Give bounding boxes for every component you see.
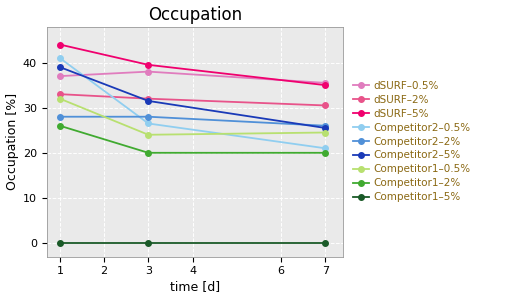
dSURF–0.5%: [145, 70, 152, 73]
Line: Competitor2–5%: Competitor2–5%: [57, 64, 328, 131]
Competitor2–0.5%: [145, 122, 152, 125]
Competitor2–0.5%: [322, 147, 328, 150]
Competitor2–0.5%: [57, 56, 63, 60]
X-axis label: time [d]: time [d]: [170, 280, 220, 293]
dSURF–2%: [57, 92, 63, 96]
Competitor2–2%: [145, 115, 152, 118]
Competitor1–0.5%: [322, 131, 328, 134]
Competitor2–2%: [322, 124, 328, 128]
Competitor1–2%: [57, 124, 63, 128]
Competitor1–2%: [322, 151, 328, 155]
Line: Competitor2–0.5%: Competitor2–0.5%: [57, 55, 328, 151]
Competitor2–5%: [57, 65, 63, 69]
Competitor1–2%: [145, 151, 152, 155]
Competitor1–5%: [322, 241, 328, 245]
Competitor1–5%: [57, 241, 63, 245]
dSURF–2%: [322, 104, 328, 107]
Legend: dSURF–0.5%, dSURF–2%, dSURF–5%, Competitor2–0.5%, Competitor2–2%, Competitor2–5%: dSURF–0.5%, dSURF–2%, dSURF–5%, Competit…: [351, 79, 472, 205]
Line: dSURF–5%: dSURF–5%: [57, 42, 328, 88]
Line: Competitor1–2%: Competitor1–2%: [57, 123, 328, 155]
dSURF–0.5%: [57, 74, 63, 78]
Competitor1–0.5%: [145, 133, 152, 137]
Competitor2–5%: [322, 126, 328, 130]
Y-axis label: Occupation [%]: Occupation [%]: [6, 93, 18, 190]
Line: dSURF–2%: dSURF–2%: [57, 91, 328, 108]
dSURF–5%: [145, 63, 152, 67]
dSURF–0.5%: [322, 81, 328, 85]
Competitor2–2%: [57, 115, 63, 118]
Title: Occupation: Occupation: [148, 6, 242, 24]
Line: Competitor1–0.5%: Competitor1–0.5%: [57, 96, 328, 138]
Line: Competitor1–5%: Competitor1–5%: [57, 240, 328, 246]
Line: Competitor2–2%: Competitor2–2%: [57, 114, 328, 129]
dSURF–5%: [322, 83, 328, 87]
dSURF–2%: [145, 97, 152, 100]
Competitor1–0.5%: [57, 97, 63, 100]
dSURF–5%: [57, 43, 63, 46]
Line: dSURF–0.5%: dSURF–0.5%: [57, 69, 328, 86]
Competitor1–5%: [145, 241, 152, 245]
Competitor2–5%: [145, 99, 152, 103]
